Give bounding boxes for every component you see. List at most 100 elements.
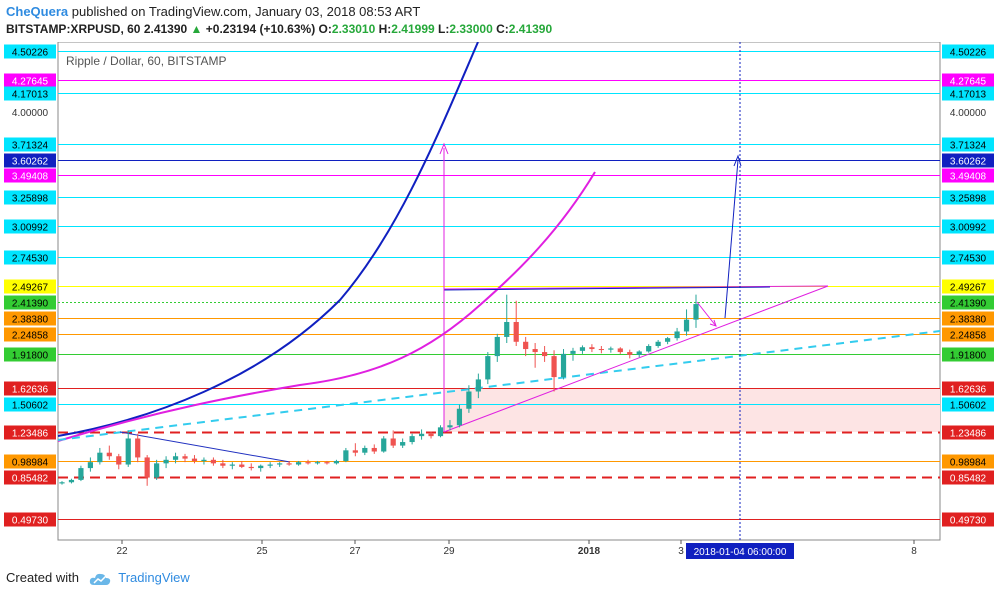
- candle-body: [201, 459, 207, 461]
- candle-body: [87, 462, 93, 469]
- price-label-left-bg: [4, 295, 56, 310]
- candle-body: [116, 456, 122, 465]
- candle-body: [674, 331, 680, 339]
- price-chart[interactable]: 4.50226 4.50226 4.27645 4.27645 4.17013 4.170…: [0, 41, 998, 562]
- candle-body: [665, 338, 671, 342]
- candle-body: [258, 465, 264, 469]
- price-label-left-bg: [4, 512, 56, 527]
- price-label-left-bg: [4, 137, 56, 152]
- price-label-left: 2.74530: [12, 254, 49, 265]
- price-label-left-bg: [4, 73, 56, 88]
- tradingview-brand-link[interactable]: TradingView: [118, 570, 190, 585]
- chart-header: CheQuera published on TradingView.com, J…: [0, 0, 998, 42]
- price-label-right: 4.17013: [950, 90, 987, 101]
- footer: Created with TradingView: [6, 570, 190, 586]
- price-label-right-bg: [942, 44, 994, 59]
- symbol-label: BITSTAMP:XRPUSD, 60: [6, 22, 141, 36]
- price-label-right-bg: [942, 397, 994, 412]
- price-label-left: 0.98984: [12, 458, 49, 469]
- price-label-right: 1.23486: [950, 429, 987, 440]
- magenta-ascending-trendline: [443, 285, 829, 433]
- candle-body: [646, 346, 652, 352]
- price-label-left-bg: [4, 311, 56, 326]
- price-change: +0.23194 (+10.63%): [205, 22, 316, 36]
- candle-body: [400, 442, 406, 446]
- price-label-left: 3.00992: [12, 223, 49, 234]
- candle-body: [144, 457, 150, 478]
- candle-body: [68, 479, 75, 483]
- tradingview-cloud-icon: [89, 573, 110, 585]
- price-label-right: 4.50226: [950, 48, 987, 59]
- price-label-right: 3.00992: [950, 223, 987, 234]
- x-tick-label: 25: [256, 546, 268, 557]
- price-label-right: 3.49408: [950, 172, 987, 183]
- candle-body: [598, 349, 604, 351]
- price-label-right-bg: [942, 86, 994, 101]
- open-label: O:: [318, 22, 332, 36]
- price-label-right-bg: [942, 381, 994, 396]
- candle-body: [220, 463, 226, 466]
- blue-top-line: [443, 286, 771, 291]
- candle-body: [229, 464, 235, 466]
- candle-body: [210, 459, 217, 464]
- pullback-arrow: [696, 301, 717, 327]
- candle-body: [371, 447, 377, 452]
- candle-body: [428, 433, 434, 437]
- candle-body: [485, 356, 491, 380]
- price-label-right: 0.98984: [950, 458, 987, 469]
- candle-body: [125, 438, 131, 465]
- candle-body: [617, 348, 623, 353]
- candle-body: [78, 468, 84, 480]
- price-label-left: 3.60262: [12, 157, 49, 168]
- price-label-left-bg: [4, 190, 56, 205]
- price-label-right: 2.74530: [950, 254, 987, 265]
- candle-body: [295, 462, 302, 465]
- shaded-zone: [444, 388, 940, 432]
- projection-arrow: [724, 159, 739, 319]
- price-label-right-bg: [942, 153, 994, 168]
- candle-body: [608, 348, 614, 350]
- price-label-left-bg: [4, 397, 56, 412]
- candle-body: [655, 341, 661, 347]
- high-value: 2.41999: [391, 22, 435, 36]
- candle-body: [333, 460, 340, 464]
- price-label-left: 0.49730: [12, 516, 49, 527]
- candle-body: [466, 391, 472, 409]
- price-label-left: 3.71324: [12, 141, 49, 152]
- price-label-right-bg: [942, 347, 994, 362]
- price-label-right: 2.49267: [950, 283, 987, 294]
- candle-body: [106, 452, 112, 457]
- x-tick-label: 2018: [578, 546, 601, 557]
- price-label-right: 3.25898: [950, 194, 987, 205]
- price-label-right-bg: [942, 168, 994, 183]
- candle-body: [627, 352, 633, 355]
- candle-body: [532, 349, 538, 353]
- candle-body: [154, 463, 160, 478]
- candle-body: [172, 456, 179, 460]
- price-label-right-bg: [942, 295, 994, 310]
- price-label-left: 2.49267: [12, 283, 49, 294]
- price-label-left-bg: [4, 279, 56, 294]
- price-label-left-bg: [4, 425, 56, 440]
- candle-body: [513, 321, 519, 342]
- candle-body: [636, 351, 642, 355]
- price-label-left: 3.25898: [12, 194, 49, 205]
- cursor-date-badge: [686, 543, 794, 559]
- low-value: 2.33000: [449, 22, 493, 36]
- price-label-left-bg: [4, 168, 56, 183]
- low-label: L:: [438, 22, 450, 36]
- candle-body: [352, 450, 358, 453]
- chart-pane[interactable]: 4.50226 4.50226 4.27645 4.27645 4.17013 4.170…: [0, 41, 998, 562]
- price-label-left: 1.62636: [12, 385, 49, 396]
- candle-body: [390, 438, 396, 446]
- plot-area: [57, 41, 941, 541]
- author-link[interactable]: CheQuera: [6, 4, 69, 19]
- candle-body: [248, 466, 254, 469]
- axis-tick-right: 4.00000: [950, 108, 987, 119]
- candle-body: [191, 458, 198, 461]
- candle-body: [437, 427, 444, 437]
- candle-body: [456, 408, 463, 426]
- created-with-label: Created with: [6, 570, 79, 585]
- candle-body: [305, 462, 311, 464]
- high-label: H:: [378, 22, 392, 36]
